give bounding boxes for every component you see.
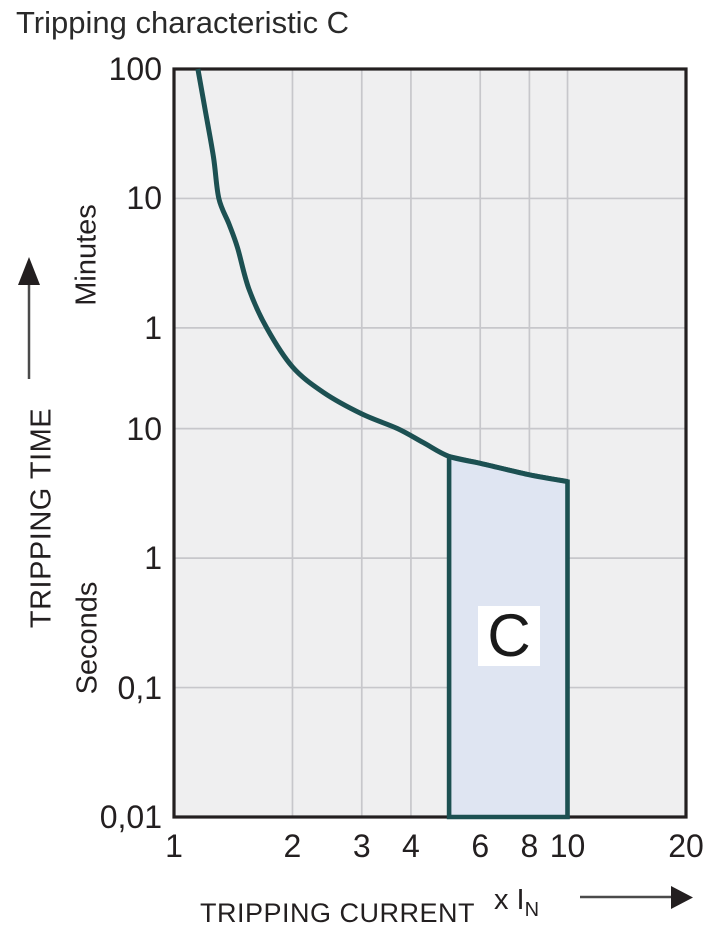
y-tick-label: 10 xyxy=(126,180,162,217)
x-axis-title: TRIPPING CURRENT xyxy=(200,898,476,928)
x-tick-label: 6 xyxy=(471,828,490,864)
y-tick-label: 1 xyxy=(144,540,162,577)
x-tick-label: 2 xyxy=(283,828,302,864)
x-tick-label: 8 xyxy=(520,828,539,864)
x-axis-unit: x IN xyxy=(494,884,539,920)
y-tick-label: 10 xyxy=(126,410,162,447)
up-arrow-icon xyxy=(18,257,40,379)
y-tick-label: 100 xyxy=(108,51,162,87)
y-tick-label: 0,01 xyxy=(99,799,162,835)
right-arrow-icon xyxy=(580,886,693,909)
y-axis-unit-minutes: Minutes xyxy=(70,204,103,306)
x-tick-label: 10 xyxy=(549,828,586,864)
x-tick-label: 20 xyxy=(668,828,704,864)
chart-title: Tripping characteristic C xyxy=(16,5,350,40)
region-c-label: C xyxy=(478,606,540,666)
y-tick-label: 0,1 xyxy=(117,669,162,706)
y-tick-label: 1 xyxy=(144,309,162,346)
x-tick-label: 3 xyxy=(352,828,371,864)
x-axis-unit-subscript: N xyxy=(524,898,540,921)
x-tick-label: 1 xyxy=(165,828,183,864)
plot-area xyxy=(172,67,688,820)
x-tick-label: 4 xyxy=(402,828,420,864)
x-axis-unit-prefix: x I xyxy=(494,884,525,916)
